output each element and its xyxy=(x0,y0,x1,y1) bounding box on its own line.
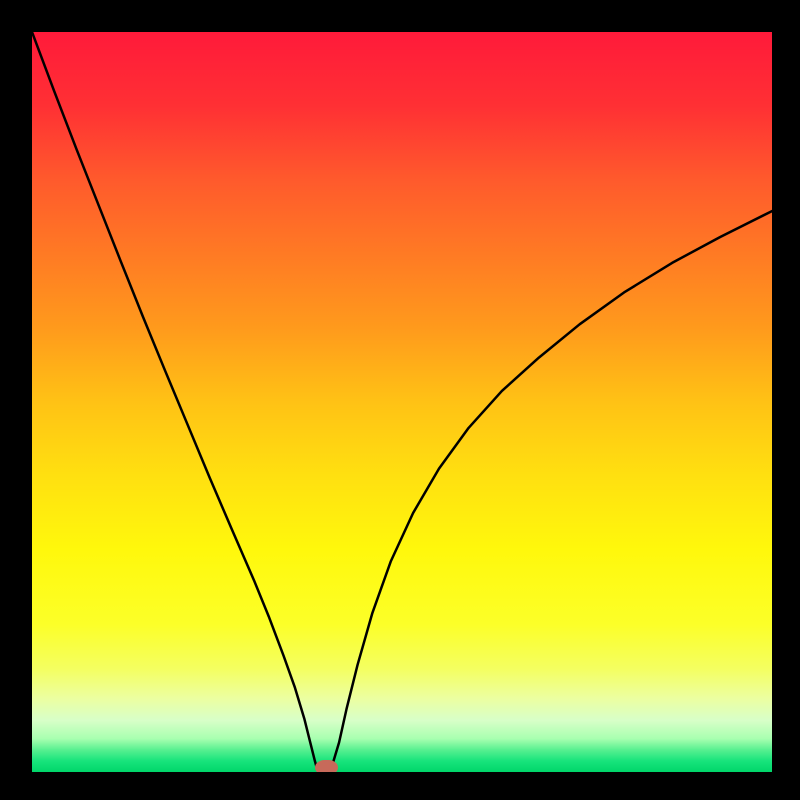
frame-top xyxy=(0,0,800,32)
chart-background xyxy=(32,32,772,772)
frame-bottom xyxy=(0,772,800,800)
bottleneck-chart xyxy=(32,32,772,772)
frame-left xyxy=(0,0,32,800)
frame-right xyxy=(772,0,800,800)
